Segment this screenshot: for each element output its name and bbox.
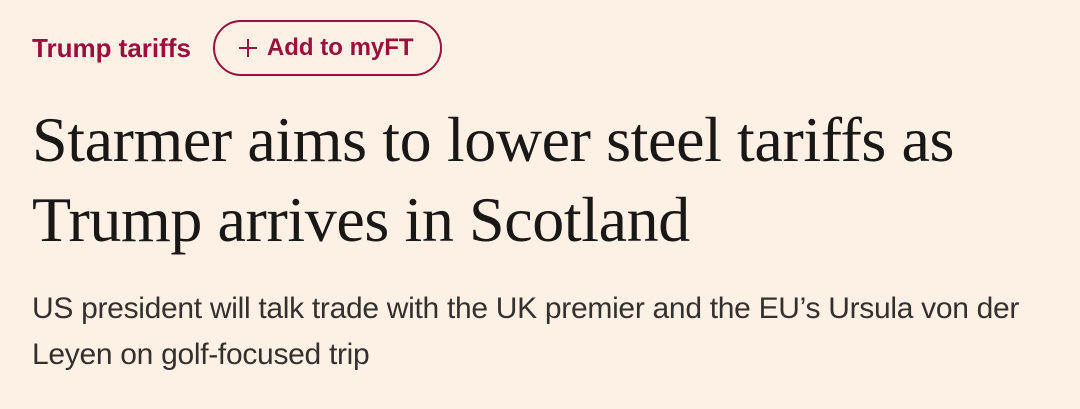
headline: Starmer aims to lower steel tariffs as T… xyxy=(32,104,955,255)
topic-bar: Trump tariffs Add to myFT xyxy=(32,20,442,76)
standfirst: US president will talk trade with the UK… xyxy=(32,292,1020,371)
plus-icon xyxy=(238,39,257,57)
add-to-myft-label: Add to myFT xyxy=(266,34,414,61)
add-to-myft-button[interactable]: Add to myFT xyxy=(212,20,442,76)
topic-link[interactable]: Trump tariffs xyxy=(32,33,191,63)
